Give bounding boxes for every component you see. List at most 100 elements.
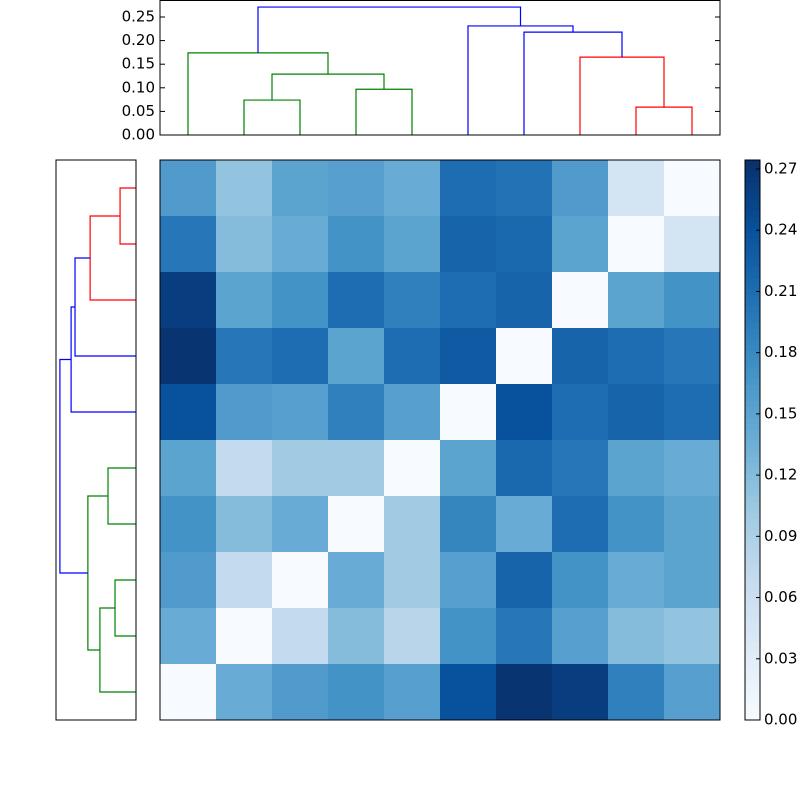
colorbar-segment [745,445,760,452]
colorbar-segment [745,507,760,514]
colorbar-segment [745,518,760,525]
colorbar-segment [745,456,760,463]
colorbar-segment [745,703,760,710]
colorbar-segment [745,350,760,357]
heatmap-cell [552,384,609,441]
heatmap-cell [384,216,441,273]
colorbar-segment [745,462,760,469]
colorbar-segment [745,367,760,374]
colorbar-segment [745,496,760,503]
colorbar-segment [745,384,760,391]
heatmap-cell [608,328,665,385]
heatmap-cell [272,552,329,609]
colorbar-segment [745,283,760,290]
colorbar-segment [745,232,760,239]
colorbar-segment [745,294,760,301]
dendrogram-link [74,257,136,357]
colorbar-tick-label: 0.24 [764,221,797,239]
heatmap-cell [496,552,553,609]
heatmap-cell [160,552,217,609]
dendrogram-link [59,358,88,574]
heatmap-cell [216,384,273,441]
heatmap-cell [440,496,497,553]
colorbar-segment [745,277,760,284]
colorbar-segment [745,188,760,195]
colorbar-segment [745,440,760,447]
heatmap-cell [496,384,553,441]
colorbar-tick-label: 0.12 [764,466,797,484]
dendrogram-link [243,99,301,135]
colorbar-segment [745,344,760,351]
colorbar-segment [745,412,760,419]
heatmap-cell [216,664,273,721]
heatmap-cell [328,496,385,553]
dendrogram-link [114,579,136,637]
heatmap-cell [552,216,609,273]
colorbar-segment [745,378,760,385]
colorbar-segment [745,216,760,223]
heatmap-cell [496,664,553,721]
heatmap-cell [440,328,497,385]
heatmap-cell [272,216,329,273]
colorbar-segment [745,602,760,609]
heatmap-cell [608,664,665,721]
heatmap-cell [384,664,441,721]
heatmap-cell [160,384,217,441]
colorbar-segment [745,400,760,407]
colorbar-segment [745,288,760,295]
colorbar-segment [745,591,760,598]
colorbar-segment [745,406,760,413]
heatmap-cell [552,608,609,665]
colorbar-segment [745,686,760,693]
colorbar-segment [745,619,760,626]
colorbar-segment [745,300,760,307]
heatmap-cell [608,160,665,217]
colorbar-segment [745,563,760,570]
colorbar-segment [745,182,760,189]
colorbar-segment [745,434,760,441]
heatmap-cell [440,216,497,273]
colorbar-tick-label: 0.09 [764,527,797,545]
colorbar-segment [745,574,760,581]
axes-frame [159,159,721,721]
heatmap-cell [328,160,385,217]
dendrogram-link [70,306,136,413]
heatmap-cell [608,216,665,273]
colorbar-segment [745,176,760,183]
colorbar-segment [745,613,760,620]
colorbar-tick-label: 0.03 [764,649,797,667]
heatmap-cell [328,664,385,721]
heatmap-cell [440,384,497,441]
colorbar-segment [745,641,760,648]
dendrogram-link [467,25,574,135]
heatmap-cell [272,272,329,329]
heatmap-cell [608,272,665,329]
colorbar-segment [745,585,760,592]
colorbar-segment [745,372,760,379]
colorbar-segment [745,596,760,603]
heatmap-cell [160,496,217,553]
heatmap-cell [160,160,217,217]
y-tick-label: 0.25 [122,7,155,25]
colorbar-segment [745,339,760,346]
heatmap-cell [216,216,273,273]
colorbar-tick-label: 0.27 [764,159,797,177]
heatmap-cell [216,160,273,217]
dendrogram-link [523,31,623,135]
heatmap-cell [328,216,385,273]
colorbar-segment [745,160,760,167]
colorbar-segment [745,305,760,312]
heatmap-cell [552,160,609,217]
heatmap-cell [216,496,273,553]
colorbar-segment [745,266,760,273]
heatmap-cell [552,496,609,553]
colorbar-segment [745,552,760,559]
colorbar-segment [745,227,760,234]
heatmap-cell [328,608,385,665]
dendrogram-link [99,607,136,693]
y-tick-label: 0.10 [122,78,155,96]
y-tick-label: 0.05 [122,102,155,120]
heatmap-cell [664,328,721,385]
colorbar-segment [745,322,760,329]
